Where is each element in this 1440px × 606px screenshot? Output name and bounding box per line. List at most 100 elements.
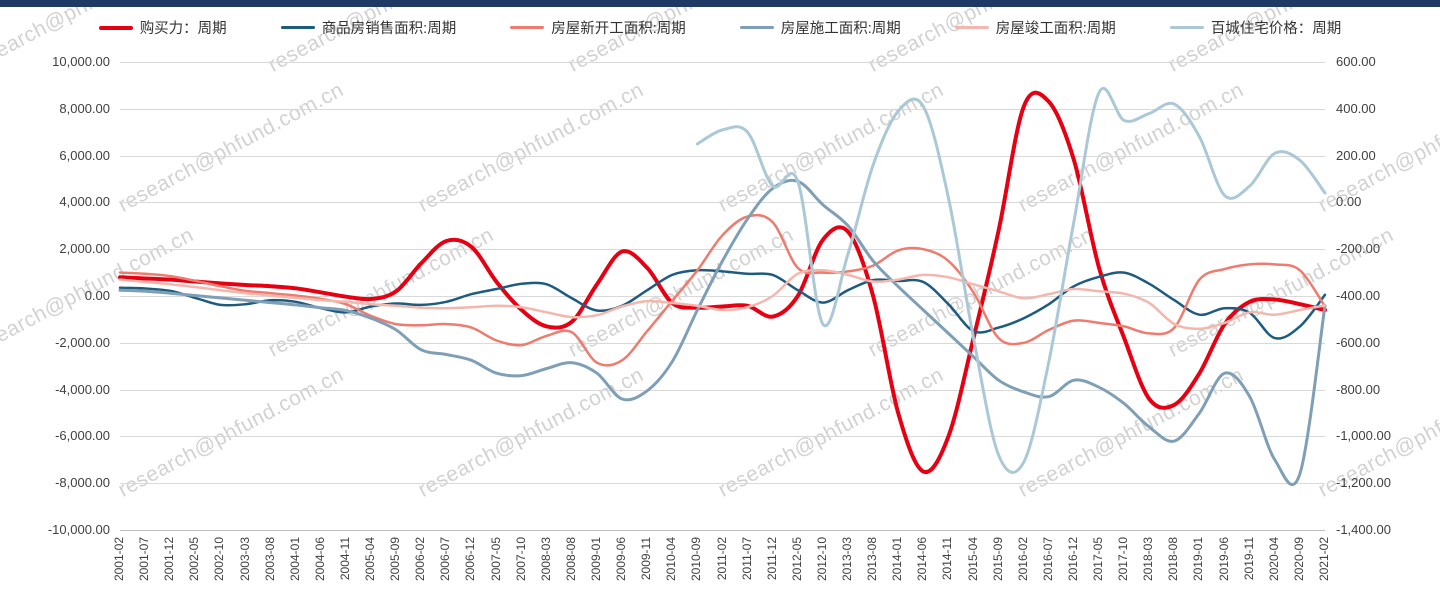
watermark-text: research@phfund.com.cn <box>264 0 498 77</box>
x-axis-label: 2019-06 <box>1216 537 1231 582</box>
y-axis-label-left: 2,000.00 <box>59 241 110 257</box>
series-line-4 <box>118 178 1327 487</box>
legend-swatch <box>510 26 545 29</box>
x-axis-label: 2008-03 <box>538 537 553 582</box>
series-line-1 <box>118 90 1327 474</box>
gridline <box>120 108 1325 110</box>
series-line-5 <box>118 268 1327 331</box>
x-axis-label: 2015-04 <box>965 537 980 582</box>
y-axis-label-left: 0.00 <box>84 288 110 303</box>
x-axis-label: 2016-12 <box>1065 537 1080 582</box>
y-axis-label-right: -800.00 <box>1336 381 1381 397</box>
x-axis-label: 2017-10 <box>1116 537 1131 582</box>
x-axis-label: 2015-09 <box>990 537 1005 582</box>
y-axis-label-right: 400.00 <box>1336 100 1376 116</box>
watermark-text: research@phfund.com.cn <box>414 78 648 217</box>
x-axis-label: 2004-01 <box>287 537 302 582</box>
series-line-2 <box>118 268 1327 340</box>
x-axis-label: 2016-02 <box>1015 537 1030 582</box>
legend-swatch <box>739 26 774 29</box>
x-axis-label: 2020-09 <box>1291 537 1306 582</box>
y-axis-label-left: -2,000.00 <box>55 334 110 350</box>
y-axis-label-right: 600.00 <box>1336 54 1376 69</box>
legend-label: 商品房销售面积:周期 <box>321 21 457 37</box>
y-axis-label-left: 4,000.00 <box>59 194 110 210</box>
x-axis-label: 2017-05 <box>1091 537 1106 582</box>
watermark-text: research@phfund.com.cn <box>1014 363 1248 502</box>
legend-item-6: 百城住宅价格：周期 <box>1169 17 1341 38</box>
watermark-text: research@phfund.com.cn <box>864 0 1098 77</box>
y-axis-label-left: 10,000.00 <box>52 54 110 69</box>
legend-item-1: 购买力：周期 <box>98 17 227 38</box>
y-axis-label-left: -10,000.00 <box>47 522 110 537</box>
legend-label: 房屋施工面积:周期 <box>780 21 901 37</box>
watermark-text: research@phfund.com.cn <box>864 223 1098 362</box>
gridline <box>120 249 1325 251</box>
y-axis-label-left: -8,000.00 <box>55 475 110 491</box>
y-axis-label-right: 0.00 <box>1336 194 1362 210</box>
x-axis-label: 2009-01 <box>588 537 603 582</box>
series-line-6 <box>695 87 1327 474</box>
x-axis-label: 2020-04 <box>1266 537 1281 582</box>
gridline <box>120 296 1325 297</box>
x-axis-label: 2002-10 <box>212 537 227 582</box>
legend-item-5: 房屋竣工面积:周期 <box>954 17 1116 38</box>
x-axis-label: 2012-10 <box>814 537 829 582</box>
watermark-text: research@phfund.com.cn <box>564 223 798 362</box>
gridline <box>120 389 1325 391</box>
x-axis-label: 2001-07 <box>137 537 152 582</box>
y-axis-label-left: -4,000.00 <box>55 381 110 397</box>
x-axis-label: 2001-02 <box>112 537 126 582</box>
x-axis-label: 2014-06 <box>915 537 930 582</box>
y-axis-label-right: -200.00 <box>1336 241 1381 257</box>
x-axis-label: 2002-05 <box>187 537 202 582</box>
x-axis-label: 2011-07 <box>739 537 754 581</box>
x-axis-label: 2005-04 <box>363 537 378 582</box>
watermark-text: research@phfund.com.cn <box>114 363 348 502</box>
legend-swatch <box>98 25 133 30</box>
x-axis-label: 2014-01 <box>890 537 905 582</box>
chart-legend: 购买力：周期 商品房销售面积:周期 房屋新开工面积:周期 房屋施工面积:周期 房屋竣工面… <box>0 17 1440 38</box>
legend-label: 购买力：周期 <box>139 21 227 37</box>
watermark-text: research@phfund.com.cn <box>1314 78 1440 217</box>
legend-item-3: 房屋新开工面积:周期 <box>510 17 686 38</box>
x-axis-label: 2006-12 <box>463 537 478 582</box>
gridline <box>120 483 1325 485</box>
watermark-text: research@phfund.com.cn <box>114 78 348 217</box>
x-axis-label: 2012-05 <box>789 537 804 582</box>
watermark-text: research@phfund.com.cn <box>264 223 498 362</box>
x-axis-label: 2007-10 <box>513 537 528 582</box>
y-axis-label-right: -600.00 <box>1336 334 1381 350</box>
gridline <box>120 62 1325 63</box>
y-axis-label-left: 6,000.00 <box>59 147 110 163</box>
gridline <box>120 436 1325 438</box>
y-axis-label-right: -400.00 <box>1336 288 1381 303</box>
legend-item-4: 房屋施工面积:周期 <box>739 17 901 38</box>
x-axis-label: 2019-11 <box>1241 537 1256 581</box>
y-axis-label-right: 200.00 <box>1336 147 1376 163</box>
y-axis-label-right: -1,200.00 <box>1336 475 1391 491</box>
x-axis-label: 2018-08 <box>1166 537 1181 582</box>
x-axis-label: 2013-08 <box>865 537 880 582</box>
legend-swatch <box>1169 26 1204 29</box>
x-axis-label: 2014-11 <box>940 537 955 581</box>
x-axis-label: 2021-02 <box>1317 537 1331 582</box>
x-axis-label: 2006-02 <box>413 537 428 582</box>
x-axis-label: 2019-01 <box>1191 537 1206 582</box>
legend-item-2: 商品房销售面积:周期 <box>280 17 457 38</box>
gridline <box>120 202 1325 204</box>
x-axis-label: 2006-07 <box>438 537 453 582</box>
watermark-text: research@phfund.com.cn <box>714 363 948 502</box>
x-axis-label: 2011-02 <box>714 537 729 581</box>
x-axis-label: 2009-11 <box>639 537 654 581</box>
x-axis-label: 2008-08 <box>563 537 578 582</box>
x-axis-label: 2001-12 <box>162 537 177 582</box>
top-accent-bar <box>0 0 1440 7</box>
y-axis-label-right: -1,400.00 <box>1336 522 1391 537</box>
x-axis-label: 2004-06 <box>312 537 327 582</box>
x-axis-line <box>120 530 1325 531</box>
y-axis-label-left: 8,000.00 <box>59 100 110 116</box>
x-axis-label: 2013-03 <box>840 537 855 582</box>
